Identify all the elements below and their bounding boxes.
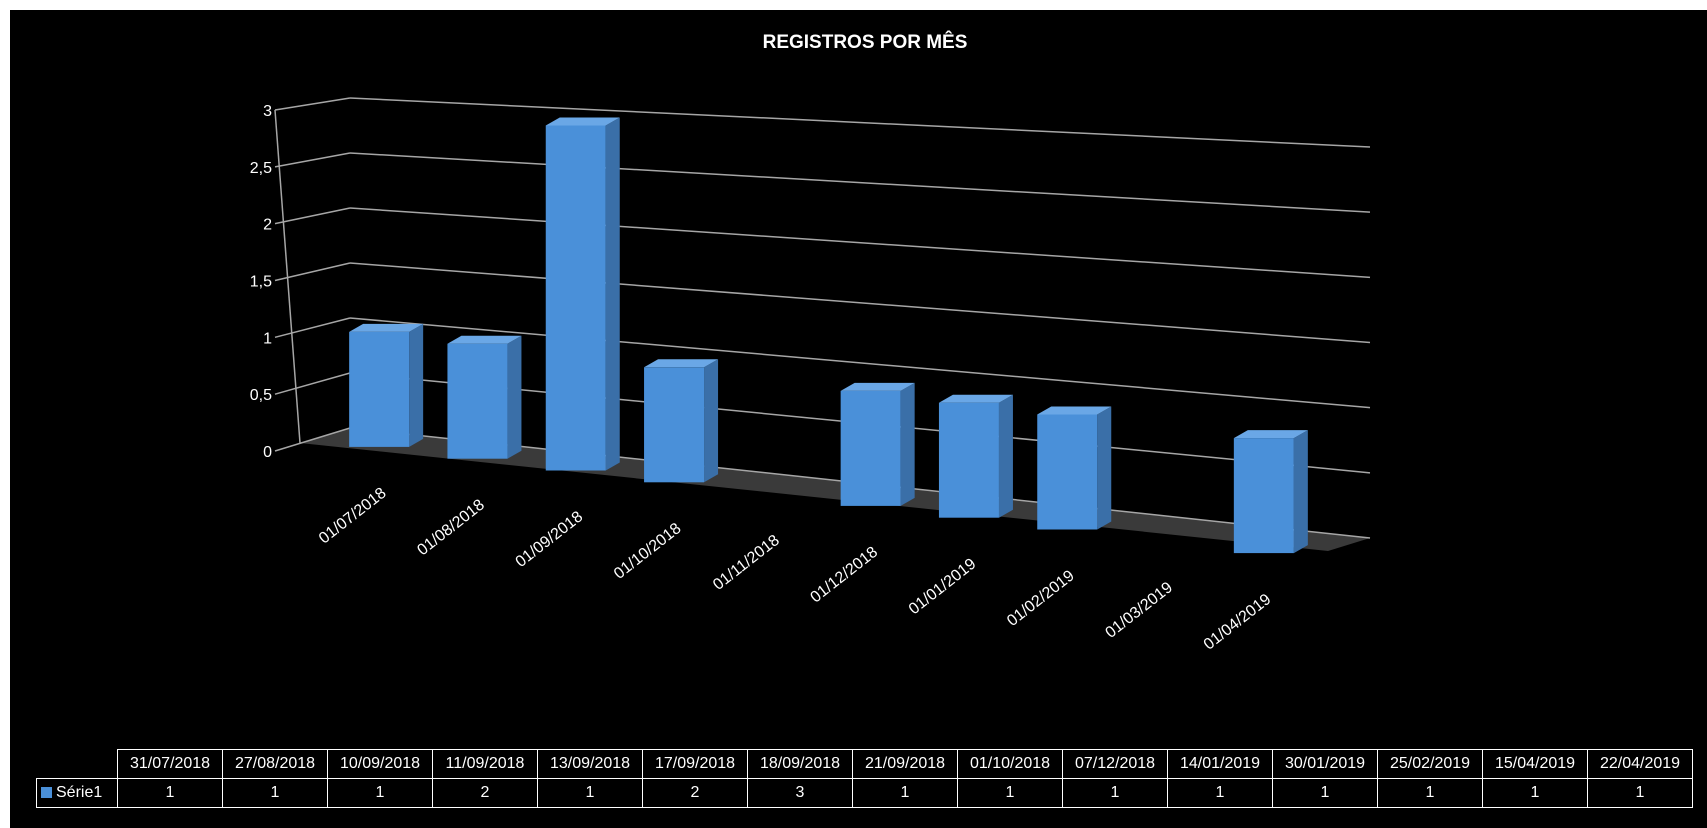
table-date-header: 01/10/2018	[957, 749, 1063, 779]
gridline	[349, 152, 1371, 213]
gridline-side	[274, 152, 351, 168]
bar-top	[1233, 430, 1308, 439]
bar-top	[545, 117, 620, 126]
bar-side	[998, 394, 1013, 518]
table-date-header: 21/09/2018	[852, 749, 958, 779]
bar-side	[409, 323, 424, 447]
gridline-side	[274, 427, 351, 452]
bar	[1037, 414, 1098, 530]
table-value-cell: 1	[327, 778, 433, 808]
table-value-cell: 2	[432, 778, 538, 808]
x-category-label: 01/03/2019	[1102, 579, 1176, 642]
y-tick-label: 2	[263, 217, 272, 234]
gridline	[349, 262, 1371, 344]
bars-layer	[349, 117, 1308, 554]
y-tick-label: 0,5	[250, 387, 272, 404]
table-date-header: 18/09/2018	[747, 749, 853, 779]
bar	[545, 125, 606, 471]
bar	[349, 331, 410, 447]
bar-side	[507, 335, 522, 459]
table-date-header: 13/09/2018	[537, 749, 643, 779]
table-value-cell: 1	[117, 778, 223, 808]
bar-top	[644, 359, 719, 368]
date-header-row: 31/07/2018 27/08/2018 10/09/2018 11/09/2018…	[37, 749, 1693, 779]
x-category-label: 01/09/2018	[513, 508, 587, 571]
y-tick-label: 2,5	[250, 160, 272, 177]
chart-title: REGISTROS POR MÊS	[763, 31, 968, 53]
x-category-label: 01/01/2019	[906, 555, 980, 618]
bar-top	[1037, 406, 1112, 415]
gridline-side	[274, 317, 351, 339]
bar-side	[1097, 406, 1112, 530]
table-value-cell: 1	[537, 778, 643, 808]
bar-top	[349, 323, 424, 332]
table-date-header: 07/12/2018	[1062, 749, 1168, 779]
table-value-cell: 3	[747, 778, 853, 808]
y-tick-label: 0	[263, 444, 272, 461]
x-category-label: 01/11/2018	[710, 532, 783, 594]
table-value-cell: 1	[222, 778, 328, 808]
table-value-cell: 1	[1377, 778, 1483, 808]
x-category-label: 01/10/2018	[611, 520, 685, 583]
table-value-cell: 1	[1482, 778, 1588, 808]
table-value-cell: 1	[1587, 778, 1693, 808]
bar-side	[1293, 430, 1308, 554]
bar-top	[447, 335, 522, 344]
x-category-label: 01/12/2018	[808, 544, 882, 607]
y-tick-label: 1	[263, 330, 272, 347]
table-date-header: 17/09/2018	[642, 749, 748, 779]
gridline-side	[274, 372, 351, 395]
x-category-label: 01/04/2019	[1201, 591, 1275, 654]
table-date-header: 15/04/2019	[1482, 749, 1588, 779]
bar	[840, 390, 901, 506]
table-date-header: 11/09/2018	[432, 749, 538, 779]
bar-side	[605, 117, 620, 471]
table-value-cell: 2	[642, 778, 748, 808]
gridline	[349, 97, 1371, 148]
grid-layer	[274, 97, 1371, 551]
table-date-header: 27/08/2018	[222, 749, 328, 779]
table-value-cell: 1	[1062, 778, 1168, 808]
x-category-label: 01/08/2018	[414, 496, 488, 559]
table-value-cell: 1	[1272, 778, 1378, 808]
bar	[1233, 438, 1294, 554]
chart-area: REGISTROS POR MÊS 0 0,5 1 1,5 2 2,5 3 01/07/201…	[10, 10, 1707, 828]
x-category-label: 01/07/2018	[316, 485, 390, 548]
gridline-side	[274, 207, 351, 225]
bar-side	[704, 359, 719, 483]
chart-svg: REGISTROS POR MÊS 0 0,5 1 1,5 2 2,5 3 01/07/201…	[250, 31, 1371, 654]
data-table: 31/07/2018 27/08/2018 10/09/2018 11/09/2018…	[36, 749, 1693, 808]
table-date-header: 31/07/2018	[117, 749, 223, 779]
gridline	[349, 317, 1371, 409]
series-label-cell: Série1	[36, 778, 118, 808]
table-date-header: 14/01/2019	[1167, 749, 1273, 779]
table-date-header: 10/09/2018	[327, 749, 433, 779]
bar-top	[840, 382, 915, 391]
y-tick-label: 1,5	[250, 274, 272, 291]
x-category-label: 01/02/2019	[1004, 567, 1078, 630]
gridline-side	[274, 97, 351, 111]
bar	[938, 402, 999, 518]
series-legend-key	[41, 787, 52, 798]
bar	[644, 367, 705, 483]
y-tick-label: 3	[263, 103, 272, 120]
bar	[447, 343, 508, 459]
table-value-cell: 1	[1167, 778, 1273, 808]
bar-top	[938, 394, 1013, 403]
table-value-cell: 1	[852, 778, 958, 808]
series-name: Série1	[56, 784, 103, 801]
table-corner	[37, 750, 118, 779]
bar-side	[900, 382, 915, 506]
table-value-cell: 1	[957, 778, 1063, 808]
table-date-header: 22/04/2019	[1587, 749, 1693, 779]
table-date-header: 30/01/2019	[1272, 749, 1378, 779]
table-date-header: 25/02/2019	[1377, 749, 1483, 779]
gridline	[349, 207, 1371, 279]
y-axis-line	[274, 109, 301, 444]
